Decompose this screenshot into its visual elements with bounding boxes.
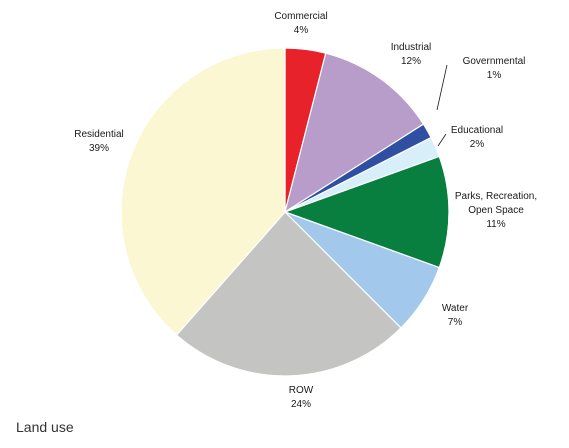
slice-label-educational: Educational 2% bbox=[451, 125, 503, 150]
slice-label-commercial: Commercial 4% bbox=[274, 11, 327, 36]
leader-line-governmental bbox=[436, 64, 448, 111]
slice-label-industrial: Industrial 12% bbox=[391, 42, 432, 67]
slice-label-water: Water 7% bbox=[442, 303, 469, 328]
chart-caption: Land use bbox=[16, 419, 74, 435]
leader-line-educational bbox=[437, 133, 447, 147]
slice-label-residential: Residential 39% bbox=[74, 129, 123, 154]
pie-outline bbox=[120, 47, 450, 377]
slice-label-governmental: Governmental 1% bbox=[463, 56, 526, 81]
slice-label-parks-recreation-open-space: Parks, Recreation, Open Space 11% bbox=[455, 191, 537, 230]
slice-label-row: ROW 24% bbox=[289, 385, 314, 410]
